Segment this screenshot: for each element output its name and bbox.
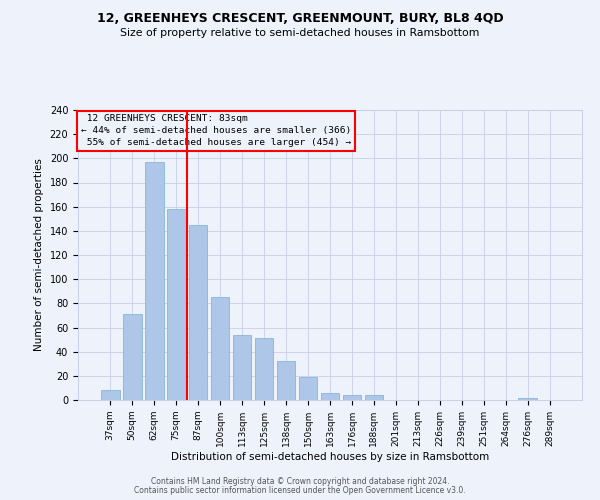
- Bar: [167, 209, 185, 400]
- Text: Contains public sector information licensed under the Open Government Licence v3: Contains public sector information licen…: [134, 486, 466, 495]
- Text: 12 GREENHEYS CRESCENT: 83sqm
← 44% of semi-detached houses are smaller (366)
 55: 12 GREENHEYS CRESCENT: 83sqm ← 44% of se…: [80, 114, 351, 147]
- Bar: [189, 225, 208, 400]
- Bar: [277, 362, 295, 400]
- Bar: [365, 395, 383, 400]
- Bar: [233, 335, 251, 400]
- Bar: [255, 338, 274, 400]
- Bar: [320, 393, 340, 400]
- Text: 12, GREENHEYS CRESCENT, GREENMOUNT, BURY, BL8 4QD: 12, GREENHEYS CRESCENT, GREENMOUNT, BURY…: [97, 12, 503, 26]
- Bar: [343, 395, 361, 400]
- Bar: [145, 162, 164, 400]
- Text: Contains HM Land Registry data © Crown copyright and database right 2024.: Contains HM Land Registry data © Crown c…: [151, 477, 449, 486]
- Bar: [123, 314, 142, 400]
- Bar: [101, 390, 119, 400]
- Text: Size of property relative to semi-detached houses in Ramsbottom: Size of property relative to semi-detach…: [121, 28, 479, 38]
- Bar: [211, 298, 229, 400]
- Bar: [518, 398, 537, 400]
- Y-axis label: Number of semi-detached properties: Number of semi-detached properties: [34, 158, 44, 352]
- X-axis label: Distribution of semi-detached houses by size in Ramsbottom: Distribution of semi-detached houses by …: [171, 452, 489, 462]
- Bar: [299, 377, 317, 400]
